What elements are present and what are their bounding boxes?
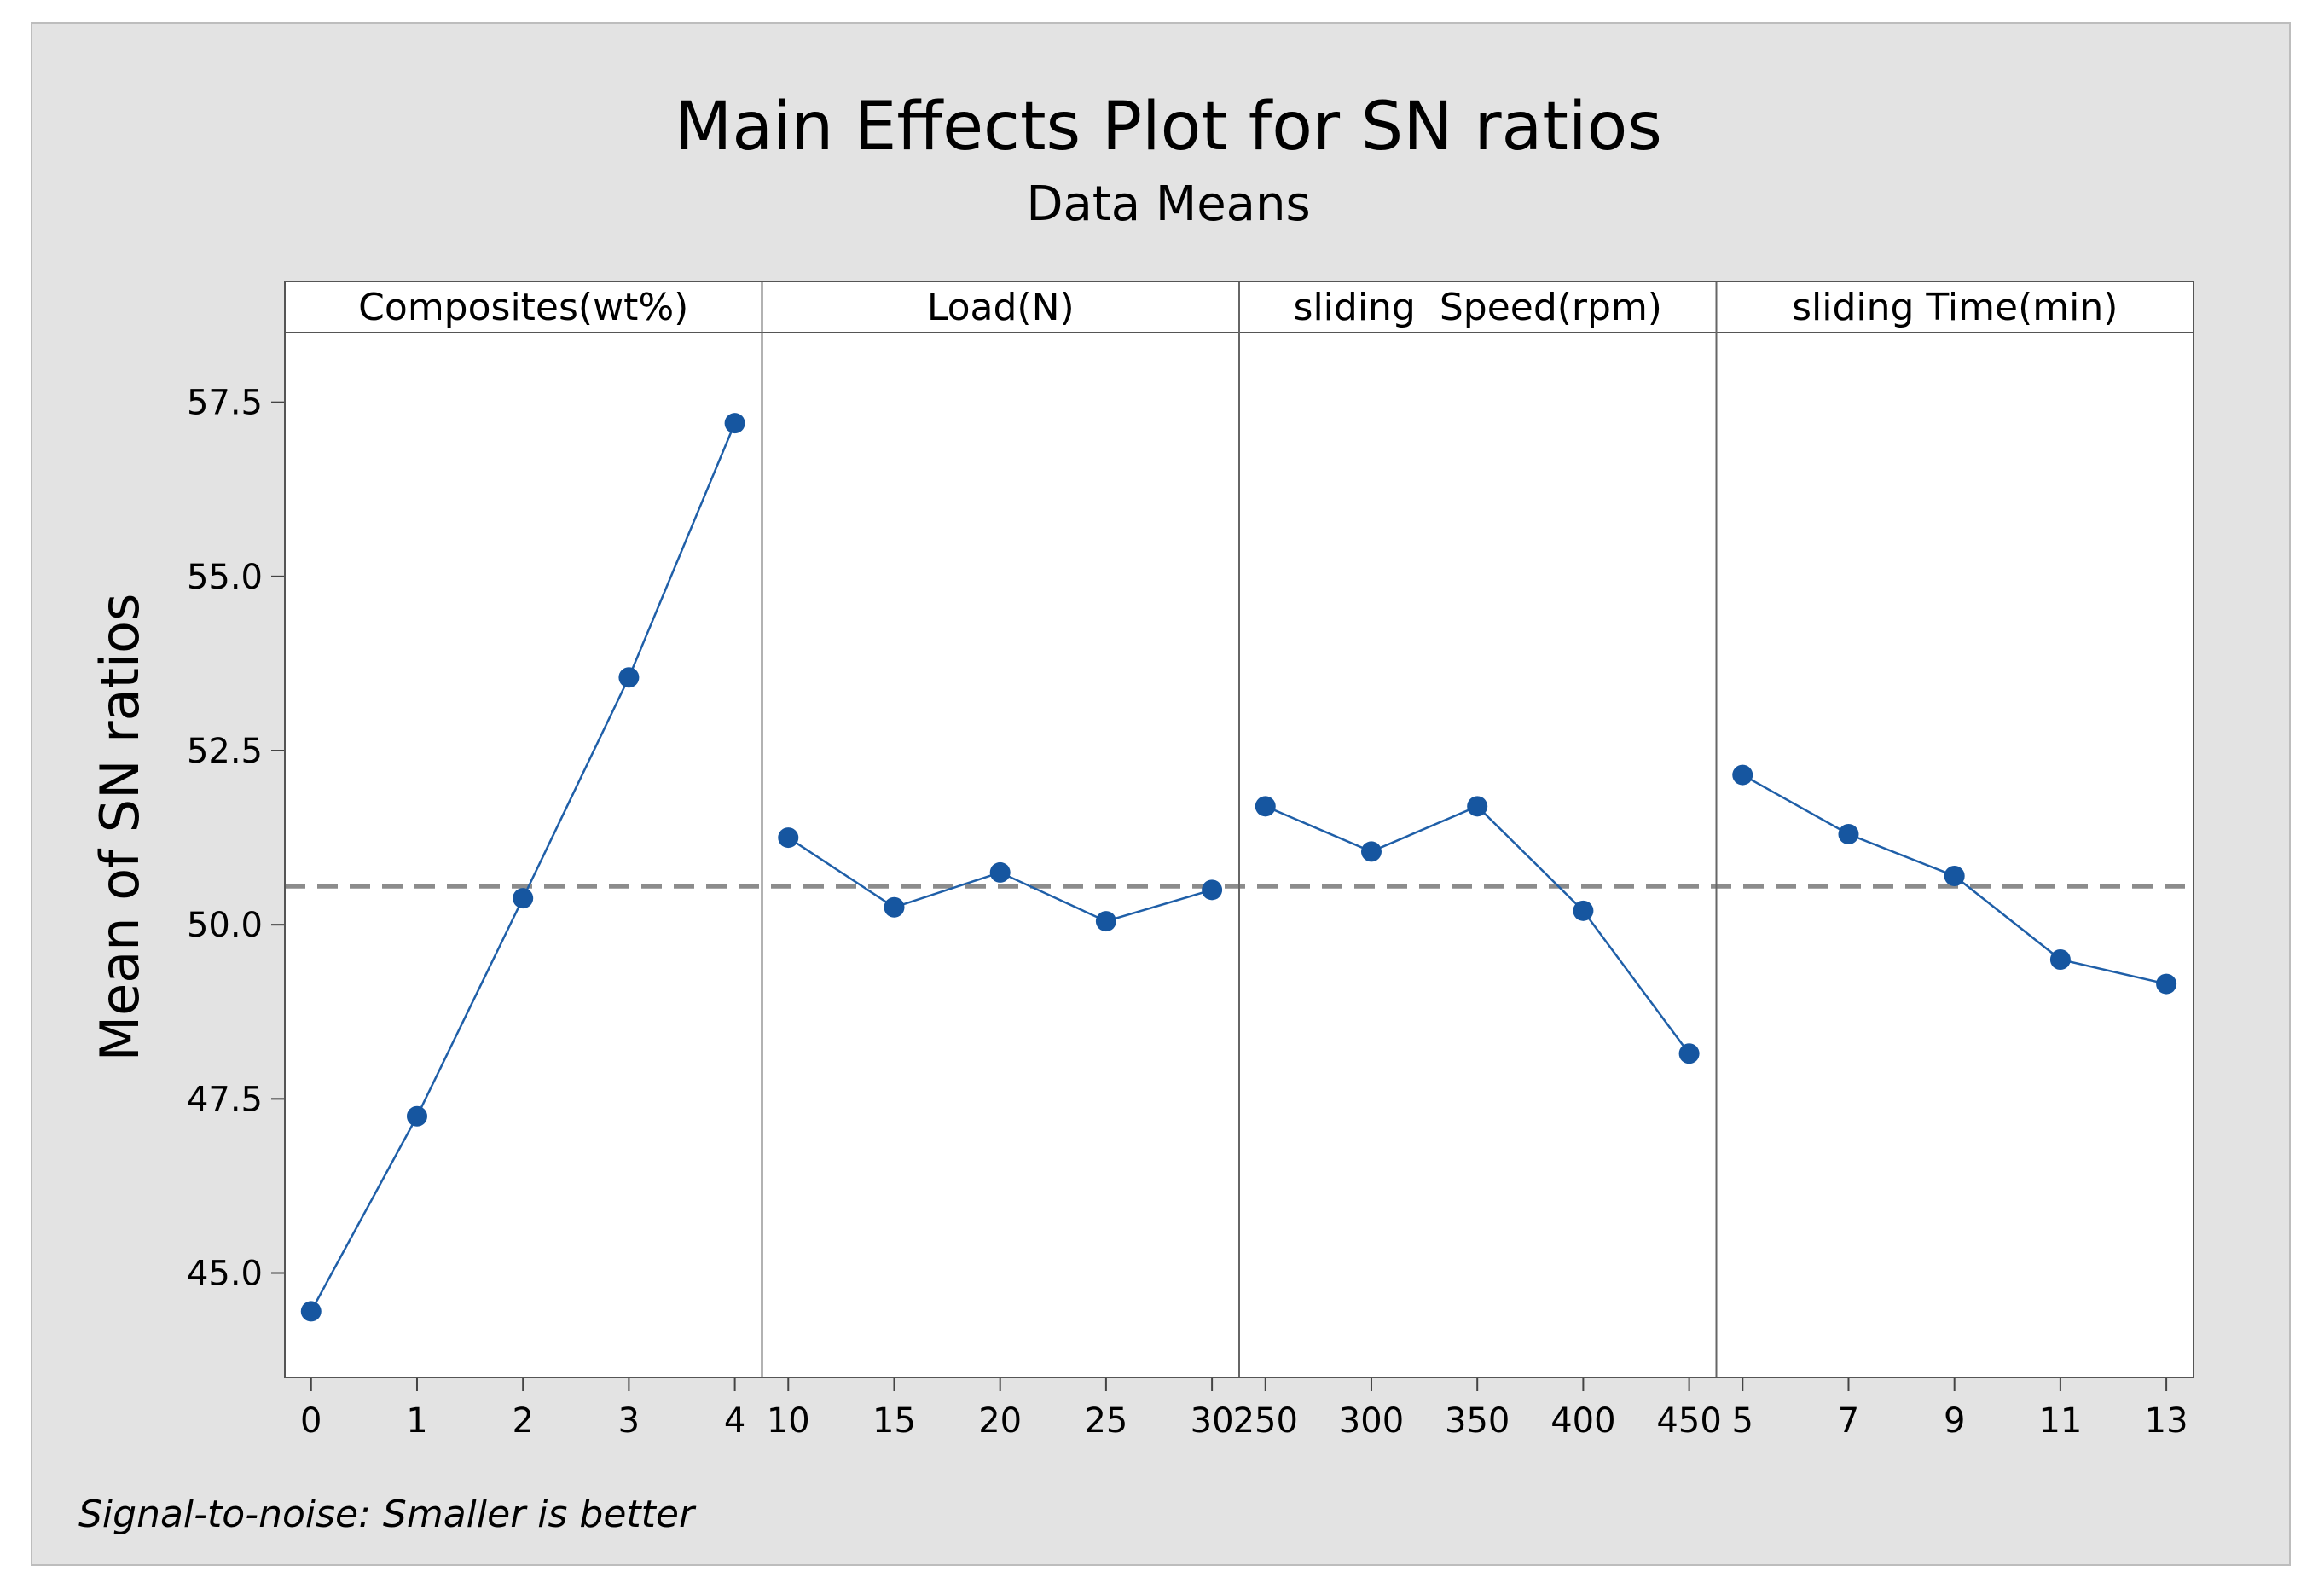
x-tick-label: 350 [1445, 1401, 1510, 1441]
panel-label: sliding Time(min) [1792, 286, 2118, 329]
plot-border [284, 281, 2194, 1378]
x-tick-label: 15 [872, 1401, 916, 1441]
data-point [2049, 949, 2071, 970]
x-tick-label: 30 [1191, 1401, 1234, 1441]
x-tick-label: 250 [1233, 1401, 1298, 1441]
data-point [300, 1301, 322, 1322]
data-point [1360, 841, 1382, 862]
data-point [884, 896, 905, 918]
panel-label: sliding Speed(rpm) [1294, 286, 1662, 329]
x-tick-label: 7 [1838, 1401, 1859, 1441]
data-point [513, 888, 534, 909]
x-tick-label: 3 [618, 1401, 640, 1441]
data-point [406, 1105, 427, 1127]
x-tick-label: 13 [2145, 1401, 2188, 1441]
data-point [1732, 764, 1753, 786]
y-tick-label: 55.0 [187, 558, 263, 597]
data-point [1202, 879, 1223, 901]
y-axis-label: Mean of SN ratios [89, 594, 151, 1062]
y-tick-label: 47.5 [187, 1080, 263, 1119]
x-tick-label: 10 [767, 1401, 810, 1441]
data-point [989, 861, 1011, 883]
x-tick-label: 450 [1656, 1401, 1721, 1441]
panel-label: Load(N) [927, 286, 1075, 329]
chart-subtitle: Data Means [1026, 177, 1310, 232]
x-tick-label: 2 [512, 1401, 533, 1441]
x-tick-label: 0 [300, 1401, 322, 1441]
data-point [1255, 796, 1276, 817]
data-point [724, 413, 745, 434]
data-point [1095, 911, 1116, 932]
y-tick-label: 50.0 [187, 906, 263, 945]
data-point [1944, 866, 1965, 886]
y-tick-label: 57.5 [187, 384, 263, 423]
footnote: Signal-to-noise: Smaller is better [78, 1493, 697, 1536]
chart-title: Main Effects Plot for SN ratios [675, 89, 1662, 165]
data-point [618, 667, 640, 688]
data-point [2156, 973, 2177, 995]
x-tick-label: 11 [2038, 1401, 2082, 1441]
x-tick-label: 9 [1944, 1401, 1965, 1441]
y-tick-label: 45.0 [187, 1255, 263, 1294]
x-tick-label: 25 [1084, 1401, 1127, 1441]
data-point [1467, 796, 1488, 817]
x-tick-label: 1 [406, 1401, 427, 1441]
data-point [1573, 900, 1594, 921]
data-point [1678, 1043, 1700, 1064]
data-point [1838, 824, 1859, 844]
y-tick-label: 52.5 [187, 732, 263, 771]
x-tick-label: 5 [1732, 1401, 1753, 1441]
x-tick-label: 400 [1550, 1401, 1615, 1441]
data-point [778, 827, 799, 849]
panel-label: Composites(wt%) [358, 286, 688, 329]
x-tick-label: 300 [1339, 1401, 1404, 1441]
x-tick-label: 4 [724, 1401, 745, 1441]
x-tick-label: 20 [978, 1401, 1022, 1441]
